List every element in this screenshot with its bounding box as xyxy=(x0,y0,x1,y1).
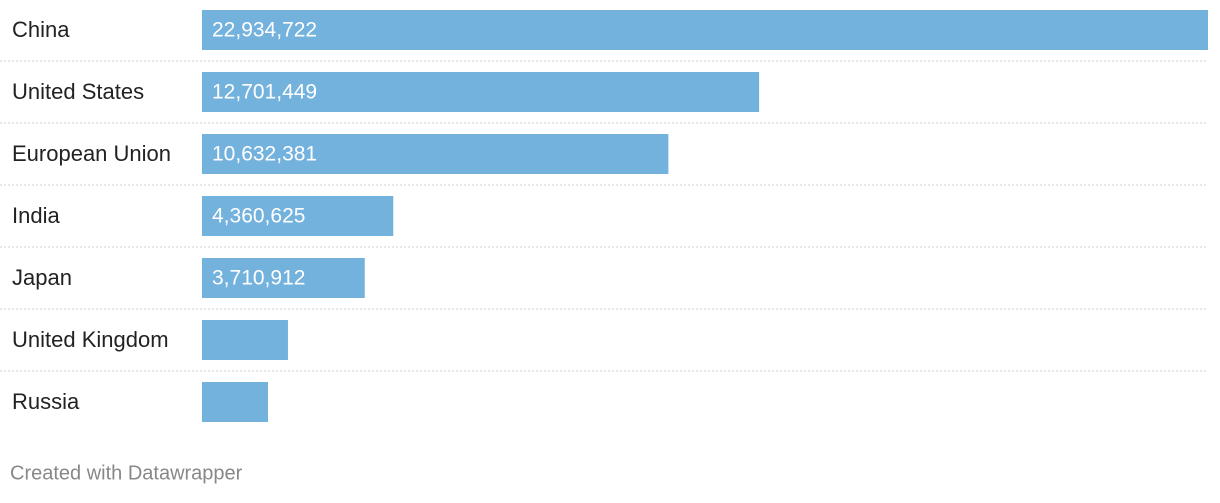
bar xyxy=(202,320,288,360)
value-label: 3,710,912 xyxy=(212,267,305,290)
credit: Created with Datawrapper xyxy=(10,462,243,484)
category-label: European Union xyxy=(12,141,171,166)
bar xyxy=(202,196,394,236)
category-label: Russia xyxy=(12,389,80,414)
bar xyxy=(202,382,269,422)
bar xyxy=(202,10,1208,50)
bar xyxy=(202,72,760,112)
value-label: 12,701,449 xyxy=(212,81,317,104)
category-label: Japan xyxy=(12,265,72,290)
value-label: 22,934,722 xyxy=(212,19,317,42)
bar xyxy=(202,134,669,174)
category-label: United States xyxy=(12,79,144,104)
bar xyxy=(202,258,365,298)
value-label: 4,360,625 xyxy=(212,205,305,228)
category-label: India xyxy=(12,203,60,228)
value-label: 10,632,381 xyxy=(212,143,317,166)
category-label: China xyxy=(12,17,70,42)
category-label: United Kingdom xyxy=(12,327,169,352)
